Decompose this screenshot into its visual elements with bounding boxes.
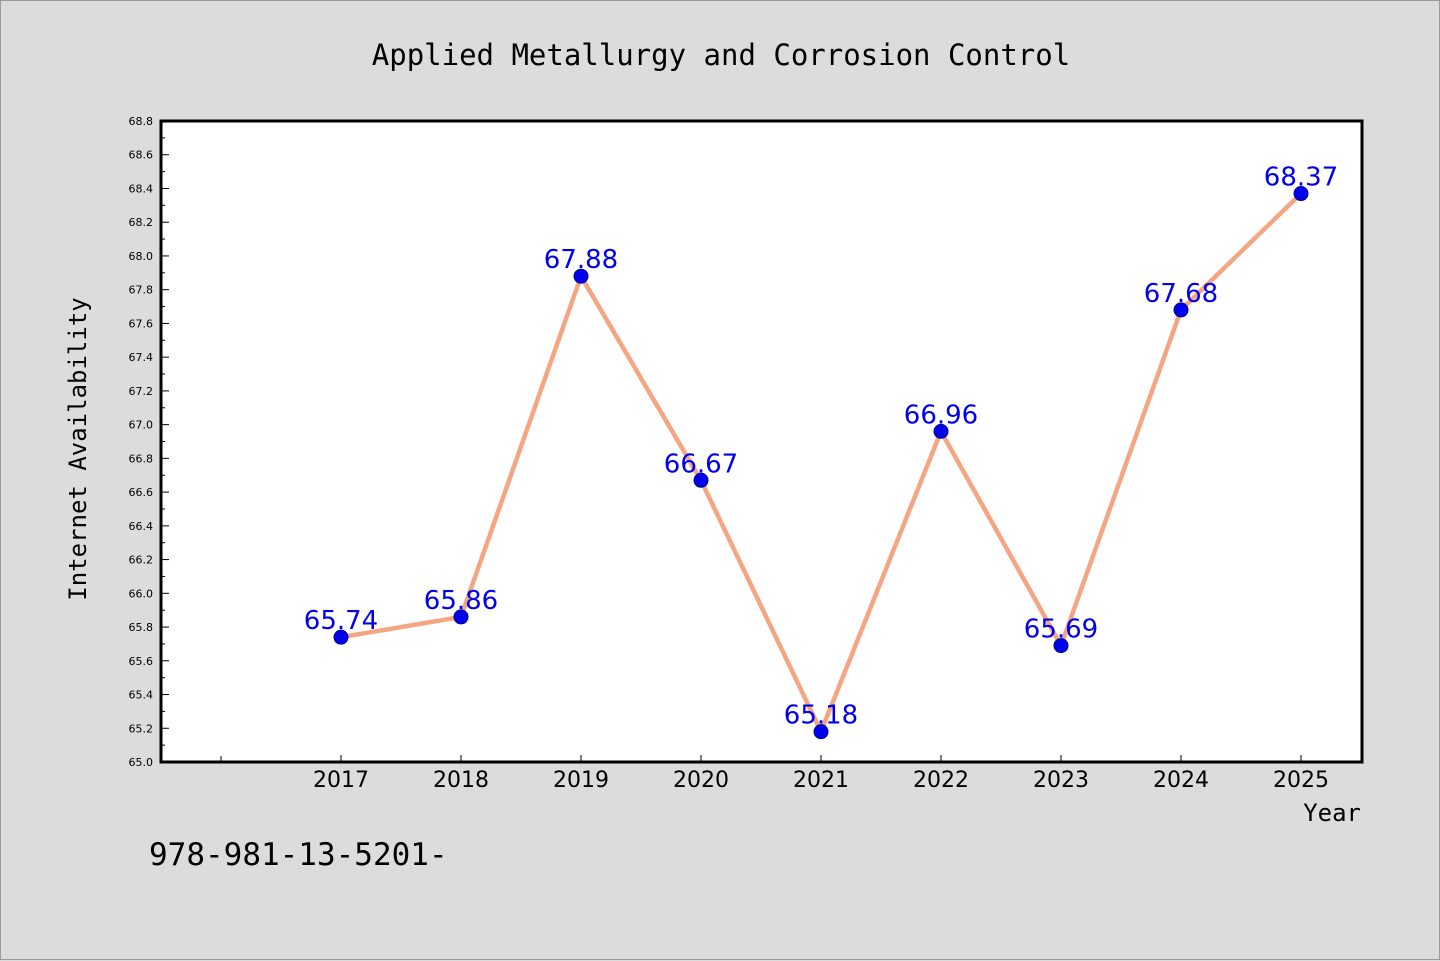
data-label: 68.37 [1264, 163, 1338, 193]
data-label: 65.18 [784, 701, 858, 731]
y-axis: 65.0 65.2 65.4 65.6 65.8 66.0 66.2 66.4 66.6 66.8… [129, 115, 169, 769]
y-tick-label: 67.6 [129, 317, 154, 330]
y-tick-label: 68.0 [129, 250, 154, 263]
y-tick-label: 66.8 [129, 452, 154, 465]
x-tick-label: 2018 [433, 768, 489, 793]
data-markers [333, 186, 1309, 740]
footer-text: 978-981-13-5201- [149, 837, 448, 873]
plot-area [159, 119, 1364, 764]
y-tick-label: 66.6 [129, 486, 154, 499]
x-axis: 2017 2018 2019 2020 2021 2022 2023 2024 2025 [220, 755, 1329, 793]
y-tick-label: 68.2 [129, 216, 154, 229]
data-label: 65.69 [1024, 615, 1098, 645]
data-label: 67.68 [1144, 279, 1218, 309]
y-tick-label: 65.0 [129, 756, 154, 769]
x-tick-label: 2024 [1153, 768, 1209, 793]
data-point [1173, 302, 1189, 318]
y-tick-label: 68.4 [129, 182, 154, 195]
y-axis-label: Internet Availability [64, 297, 92, 600]
x-tick-label: 2025 [1273, 768, 1329, 793]
data-point [933, 423, 949, 439]
data-labels: 65.74 65.86 67.88 66.67 65.18 66.96 65.69 67.68… [304, 163, 1338, 731]
y-tick-label: 68.6 [129, 149, 154, 162]
data-point [333, 629, 349, 645]
y-tick-label: 65.6 [129, 655, 154, 668]
data-point [693, 472, 709, 488]
y-tick-label: 65.8 [129, 621, 154, 634]
data-label: 67.88 [544, 245, 618, 275]
x-tick-label: 2023 [1033, 768, 1089, 793]
data-label: 66.96 [904, 400, 978, 430]
x-tick-label: 2019 [553, 768, 609, 793]
data-label: 66.67 [664, 449, 738, 479]
y-tick-label: 67.4 [129, 351, 154, 364]
x-tick-label: 2021 [793, 768, 849, 793]
chart-title: Applied Metallurgy and Corrosion Control [372, 38, 1070, 72]
data-point [1293, 186, 1309, 202]
y-tick-label: 67.8 [129, 284, 154, 297]
x-tick-label: 2020 [673, 768, 729, 793]
y-tick-label: 66.0 [129, 587, 154, 600]
data-point [813, 724, 829, 740]
data-point [453, 609, 469, 625]
x-axis-label: Year [1303, 799, 1361, 827]
data-point [1053, 638, 1069, 654]
x-tick-label: 2022 [913, 768, 969, 793]
data-point [573, 268, 589, 284]
y-tick-label: 65.4 [129, 689, 154, 702]
data-label: 65.86 [424, 586, 498, 616]
y-tick-label: 66.4 [129, 520, 154, 533]
x-tick-label: 2017 [313, 768, 369, 793]
y-tick-label: 67.0 [129, 419, 154, 432]
y-tick-label: 65.2 [129, 722, 154, 735]
y-tick-label: 67.2 [129, 385, 154, 398]
y-tick-label: 66.2 [129, 554, 154, 567]
y-tick-label: 68.8 [129, 115, 154, 128]
data-label: 65.74 [304, 606, 378, 636]
